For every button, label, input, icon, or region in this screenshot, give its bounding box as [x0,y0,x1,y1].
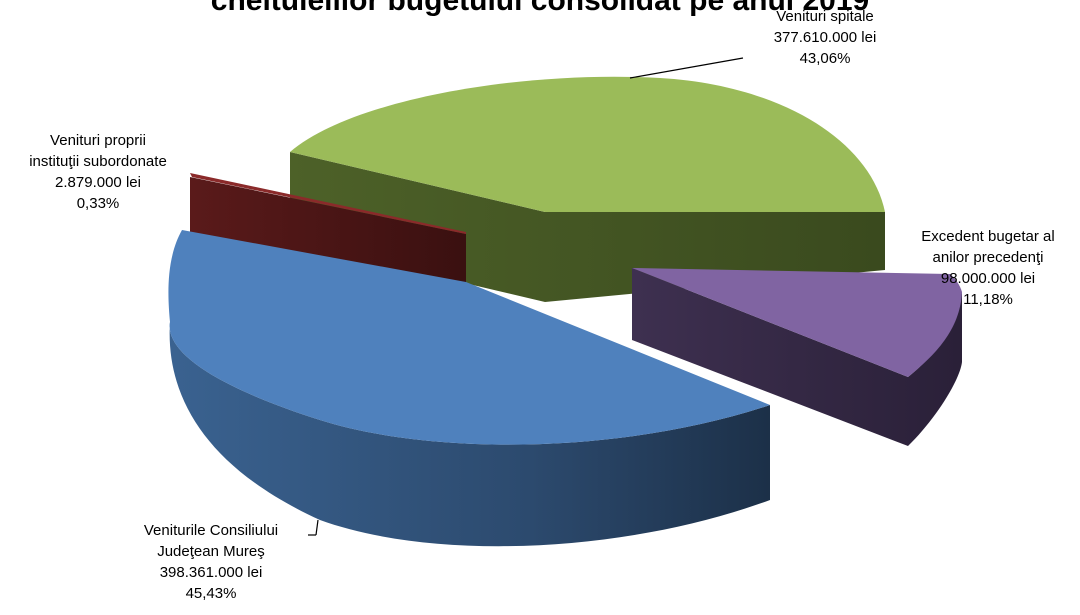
data-label-venituri-proprii: Venituri proprii instituţii subordonate … [8,130,188,214]
slice-excedent-bugetar-top [632,268,962,377]
data-label-veniturile-consiliului: Veniturile Consiliului Judeţean Mureş 39… [116,520,306,604]
slice-veniturile-consiliului-side [169,322,771,547]
data-label-value: 398.361.000 lei [159,564,263,581]
data-label-name: Venituri proprii [50,132,146,149]
data-label-value: 2.879.000 lei [55,174,141,191]
data-label-name: anilor precedenţi [932,249,1044,266]
slice-veniturile-consiliului [168,230,771,547]
data-label-excedent-bugetar: Excedent bugetar al anilor precedenţi 98… [900,226,1076,310]
data-label-value: 98.000.000 lei [940,270,1036,287]
data-label-name: instituţii subordonate [29,153,167,170]
slice-venituri-spitale-top [290,76,885,213]
slice-venituri-proprii [190,173,466,288]
data-label-name: Judeţean Mureş [157,543,265,560]
leader-line-veniturile-consiliului [315,519,319,536]
data-label-percent: 11,18% [963,291,1013,308]
slice-veniturile-consiliului-top [168,230,770,445]
slice-excedent-bugetar-side [632,268,962,446]
data-label-name: Veniturile Consiliului [143,522,279,539]
data-label-name: Excedent bugetar al [921,228,1055,245]
chart-title: cheltuielilor bugetului consolidat pe an… [210,0,870,17]
data-label-venituri-spitale: Venituri spitale 377.610.000 lei 43,06% [745,6,905,69]
slice-venituri-proprii-top [190,173,466,234]
data-label-name: Venituri spitale [776,8,874,25]
data-label-value: 377.610.000 lei [773,29,877,46]
data-label-percent: 0,33% [76,195,120,212]
leader-line-venituri-spitale [629,57,744,79]
data-label-percent: 45,43% [185,585,237,602]
slice-excedent-bugetar [632,268,962,446]
slice-venituri-proprii-side [190,177,466,288]
data-label-percent: 43,06% [799,50,851,67]
